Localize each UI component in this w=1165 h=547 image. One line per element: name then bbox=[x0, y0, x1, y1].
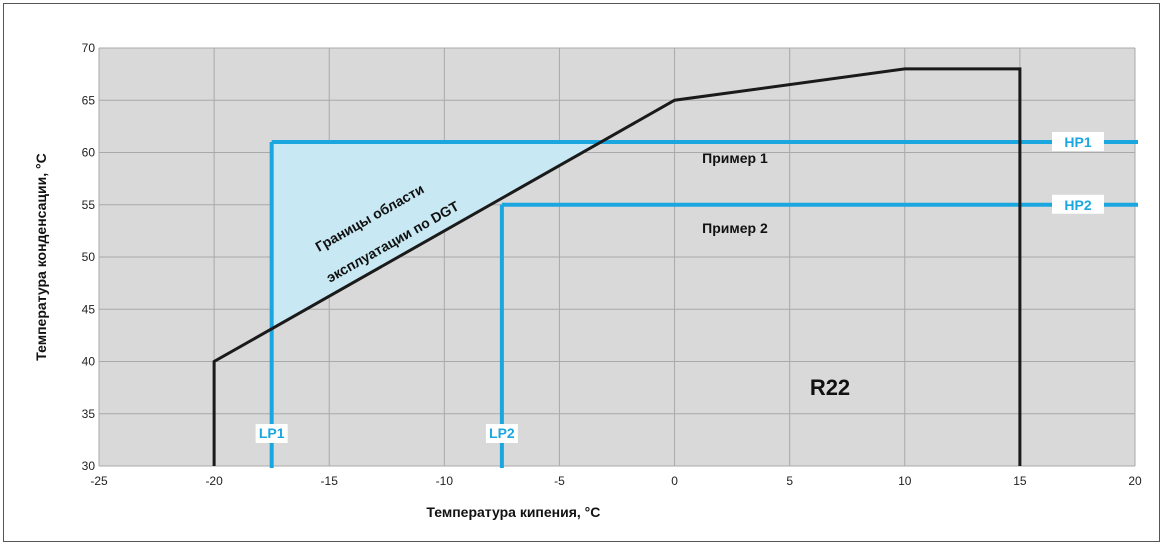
x-tick-label: -25 bbox=[90, 474, 108, 488]
label-bg bbox=[1052, 194, 1104, 214]
annotation: Пример 2 bbox=[702, 220, 768, 236]
x-tick-labels: -25 -20 -15 -10 -5 0 5 10 15 20 bbox=[90, 474, 1142, 488]
x-tick-label: -10 bbox=[436, 474, 454, 488]
y-tick-label: 70 bbox=[82, 41, 96, 55]
y-tick-label: 45 bbox=[82, 302, 96, 316]
x-tick-label: 5 bbox=[786, 474, 793, 488]
line-labels: LP1 LP2 HP1 HP2 bbox=[255, 132, 1104, 443]
label-bg bbox=[485, 424, 518, 443]
y-tick-label: 55 bbox=[82, 198, 96, 212]
label-hp1: HP1 bbox=[1064, 134, 1091, 150]
x-tick-label: -5 bbox=[554, 474, 565, 488]
label-lp2: LP2 bbox=[489, 425, 515, 441]
annotation: Пример 1 bbox=[702, 150, 768, 166]
refrigerant-label: R22 bbox=[810, 375, 850, 400]
y-tick-label: 50 bbox=[82, 250, 96, 264]
label-hp2: HP2 bbox=[1064, 197, 1091, 213]
x-tick-label: 0 bbox=[671, 474, 678, 488]
x-tick-label: -20 bbox=[205, 474, 223, 488]
annotations: Пример 1 Пример 2 bbox=[702, 150, 768, 236]
x-tick-label: 20 bbox=[1128, 474, 1142, 488]
label-bg bbox=[255, 424, 288, 443]
y-tick-label: 65 bbox=[82, 93, 96, 107]
label-lp1: LP1 bbox=[259, 425, 285, 441]
x-tick-label: 10 bbox=[898, 474, 912, 488]
y-tick-label: 30 bbox=[82, 459, 96, 473]
y-tick-label: 60 bbox=[82, 146, 96, 160]
x-tick-label: 15 bbox=[1013, 474, 1027, 488]
envelope-line bbox=[212, 67, 1022, 466]
y-tick-label: 35 bbox=[82, 407, 96, 421]
y-axis-title: Температура конденсации, °C bbox=[33, 153, 49, 360]
label-bg bbox=[1052, 132, 1104, 152]
y-tick-label: 40 bbox=[82, 355, 96, 369]
x-axis-title: Температура кипения, °C bbox=[426, 504, 600, 520]
y-tick-labels: 30 35 40 45 50 55 60 65 70 bbox=[82, 41, 96, 473]
x-tick-label: -15 bbox=[321, 474, 339, 488]
